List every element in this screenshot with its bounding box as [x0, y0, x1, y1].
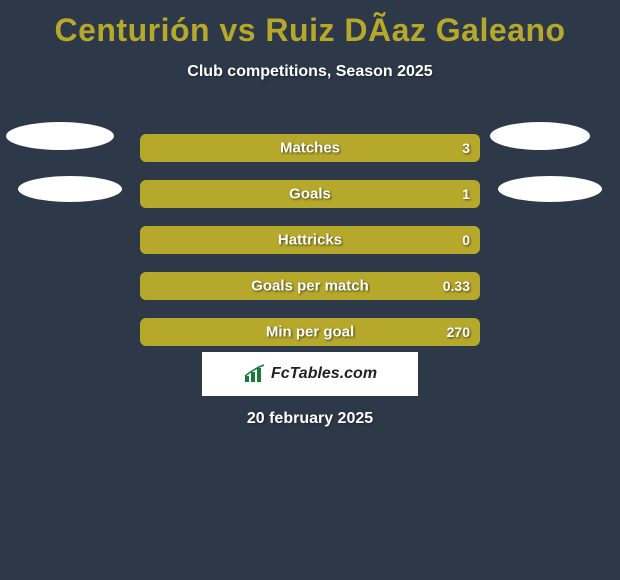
- stat-value-right: 0.33: [443, 278, 470, 294]
- stat-row: Min per goal 270: [0, 309, 620, 355]
- stat-value-right: 0: [462, 232, 470, 248]
- comparison-card: Centurión vs Ruiz DÃ­az Galeano Club com…: [0, 0, 620, 580]
- player-left-marker-icon: [18, 176, 122, 202]
- subtitle: Club competitions, Season 2025: [0, 63, 620, 81]
- stat-value-right: 3: [462, 140, 470, 156]
- player-right-marker-icon: [498, 176, 602, 202]
- stat-label: Min per goal: [266, 324, 354, 341]
- page-title: Centurión vs Ruiz DÃ­az Galeano: [0, 0, 620, 49]
- player-right-marker-icon: [490, 122, 590, 150]
- stat-value-right: 1: [462, 186, 470, 202]
- source-logo-text: FcTables.com: [271, 365, 377, 383]
- stat-row: Goals per match 0.33: [0, 263, 620, 309]
- stat-label: Hattricks: [278, 232, 342, 249]
- player-left-marker-icon: [6, 122, 114, 150]
- bar-chart-icon: [243, 364, 267, 384]
- source-logo: FcTables.com: [202, 352, 418, 396]
- stat-row: Hattricks 0: [0, 217, 620, 263]
- stat-label: Goals: [289, 186, 331, 203]
- stats-area: Matches 3 Goals 1 Hattricks 0 Goals per …: [0, 125, 620, 355]
- stat-label: Goals per match: [251, 278, 369, 295]
- stat-value-right: 270: [447, 324, 470, 340]
- date-label: 20 february 2025: [0, 410, 620, 428]
- stat-label: Matches: [280, 140, 340, 157]
